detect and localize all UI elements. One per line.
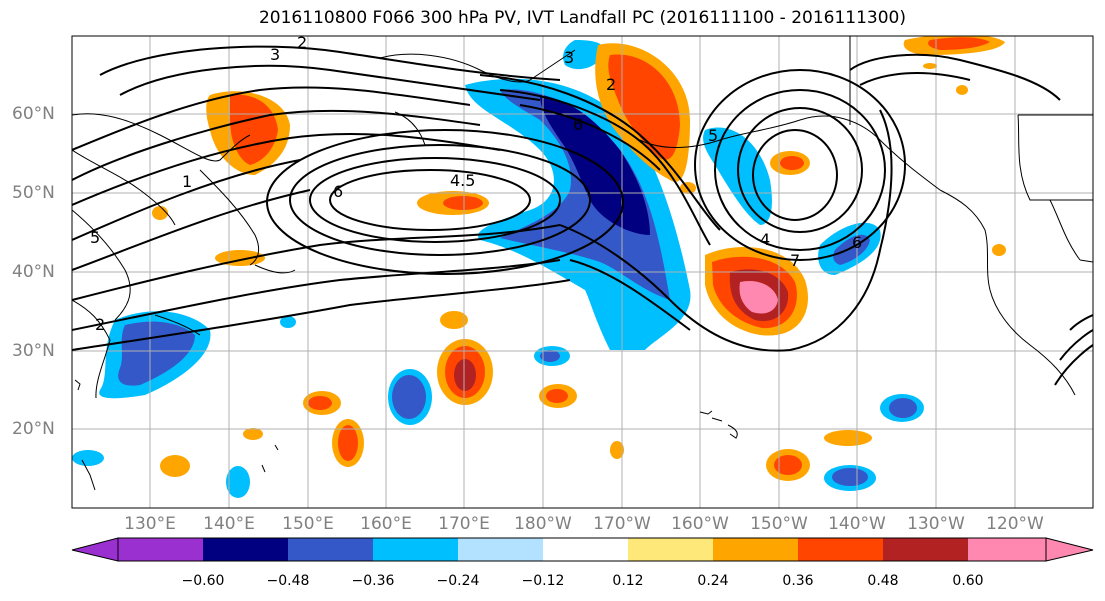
contour-label: 7	[790, 251, 800, 270]
colorbar-segment	[883, 538, 968, 561]
pv-contour-labels: 3 2 1 5 2 6 4.5 6 3 2 6 7 4 5	[90, 33, 862, 334]
longitude-label: 140°W	[828, 514, 886, 534]
longitude-label: 170°W	[593, 514, 651, 534]
colorbar-max-arrow	[1045, 537, 1094, 562]
colorbar-segment	[203, 538, 288, 561]
longitude-label: 150°E	[282, 514, 334, 534]
map-gridlines	[72, 36, 1093, 508]
positive-anomaly-shading	[152, 36, 1006, 481]
colorbar-tick-label: −0.36	[351, 573, 395, 589]
latitude-label: 60°N	[12, 104, 55, 124]
colorbar-tick-label: −0.24	[436, 573, 480, 589]
contour-label: 4	[760, 230, 770, 249]
contour-label: 1	[182, 172, 192, 191]
colorbar	[71, 537, 1094, 562]
colorbar-tick-label: 0.36	[782, 573, 814, 589]
contour-label: 5	[90, 228, 100, 247]
pv-contours	[72, 45, 1093, 386]
latitude-label: 50°N	[12, 183, 55, 203]
colorbar-segment	[373, 538, 458, 561]
colorbar-tick-label: 0.60	[952, 573, 984, 589]
colorbar-segment	[798, 538, 883, 561]
longitude-label: 170°E	[438, 514, 490, 534]
colorbar-tick-label: 0.12	[612, 573, 644, 589]
colorbar-segment	[628, 538, 713, 561]
colorbar-segment	[543, 538, 628, 561]
longitude-label: 130°W	[907, 514, 965, 534]
longitude-label: 130°E	[124, 514, 176, 534]
latitude-label: 20°N	[12, 419, 55, 439]
map-frame	[71, 35, 1094, 509]
colorbar-segment	[118, 538, 203, 561]
colorbar-tick-label: 0.48	[867, 573, 899, 589]
colorbar-segment	[713, 538, 798, 561]
colorbar-frame	[117, 537, 1047, 562]
coastlines	[72, 36, 1093, 399]
longitude-label: 180°W	[514, 514, 572, 534]
colorbar-min-arrow	[71, 537, 119, 562]
contour-label: 3	[564, 48, 574, 67]
colorbar-tick-label: −0.48	[266, 573, 310, 589]
longitude-label: 120°W	[986, 514, 1044, 534]
longitude-label: 150°W	[750, 514, 808, 534]
colorbar-segment	[288, 538, 373, 561]
contour-label: 5	[708, 126, 718, 145]
longitude-label: 140°E	[203, 514, 255, 534]
map-title: 2016110800 F066 300 hPa PV, IVT Landfall…	[258, 8, 906, 28]
contour-label: 6	[573, 115, 583, 134]
contour-label: 2	[606, 75, 616, 94]
colorbar-tick-label: 0.24	[697, 573, 729, 589]
islands	[74, 379, 738, 491]
contour-label: 2	[297, 33, 307, 52]
colorbar-segment	[458, 538, 543, 561]
contour-label: 6	[333, 182, 343, 201]
longitude-label: 160°W	[671, 514, 729, 534]
colorbar-segment	[968, 538, 1046, 561]
map-plot-area: 3 2 1 5 2 6 4.5 6 3 2 6 7 4 5	[72, 33, 1093, 508]
colorbar-tick-label: −0.12	[521, 573, 565, 589]
contour-label: 4.5	[450, 171, 475, 190]
contour-label: 6	[852, 233, 862, 252]
longitude-label: 160°E	[360, 514, 412, 534]
contour-label: 3	[270, 45, 280, 64]
colorbar-tick-label: −0.60	[181, 573, 225, 589]
latitude-label: 40°N	[12, 262, 55, 282]
latitude-label: 30°N	[12, 341, 55, 361]
contour-label: 2	[95, 315, 105, 334]
